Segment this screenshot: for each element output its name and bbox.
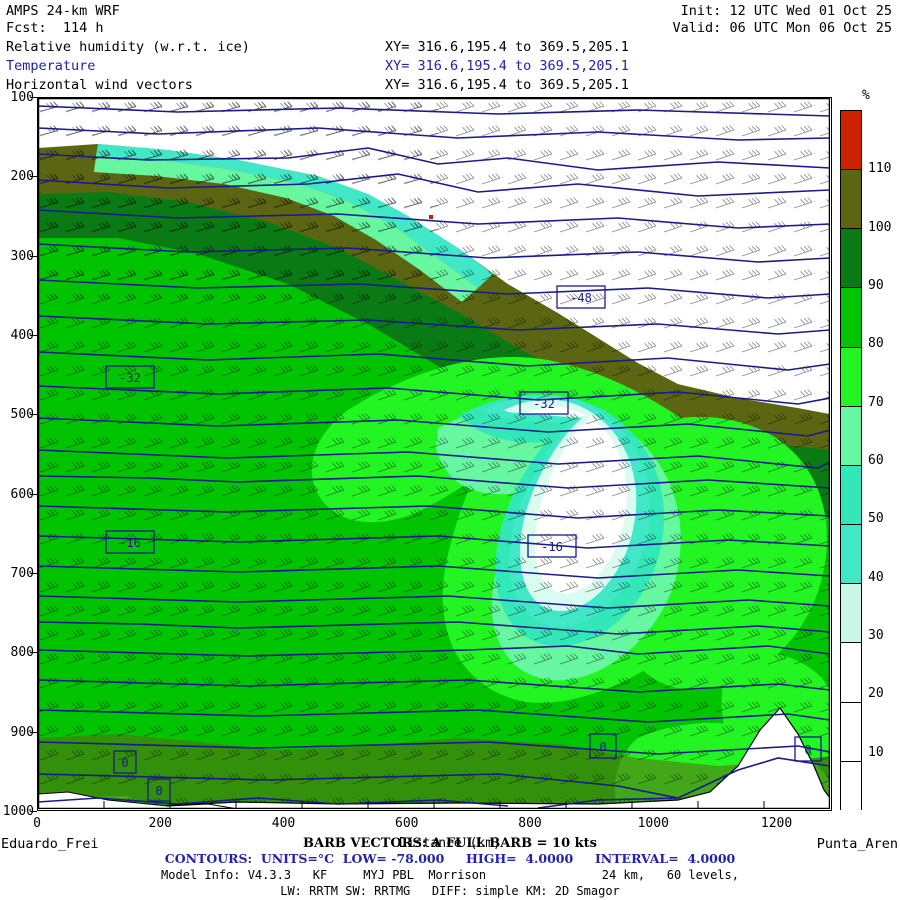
y-tick-label: 800 <box>10 645 34 661</box>
y-tick-label: 600 <box>10 486 34 502</box>
colorbar-tick-label: 70 <box>868 394 884 410</box>
y-tick-mark <box>30 176 37 178</box>
contour-label-text: -16 <box>119 536 141 550</box>
x-axis-title: Distance (km) <box>399 836 501 851</box>
y-tick-label: 700 <box>10 566 34 581</box>
y-tick-label: 400 <box>10 328 34 343</box>
colorbar-band <box>841 288 861 348</box>
y-tick-label: 100 <box>10 90 34 105</box>
contour-label: 0 <box>794 736 822 762</box>
colorbar-band <box>841 525 861 585</box>
contour-label: -16 <box>527 534 577 558</box>
contour-label-text: 0 <box>804 743 811 757</box>
x-tick-label: 800 <box>518 816 542 831</box>
y-tick-mark <box>30 731 37 733</box>
temperature-contours <box>38 105 830 809</box>
y-tick-label: 300 <box>10 248 34 264</box>
y-tick-mark <box>30 255 37 257</box>
y-tick-label: 200 <box>10 169 34 185</box>
colorbar-tick-label: 10 <box>868 744 884 760</box>
contour-label-text: -16 <box>541 540 563 554</box>
colorbar-tick-label: 80 <box>868 336 884 352</box>
forecast-hour: Fcst: 114 h <box>6 20 104 36</box>
wind-barb-field-upper <box>38 98 438 298</box>
y-tick-mark <box>30 97 37 98</box>
model-title: AMPS 24-km WRF <box>6 3 120 19</box>
left-endpoint-label: Eduardo_Frei <box>1 836 99 852</box>
y-tick-mark <box>30 652 37 654</box>
colorbar-band <box>841 702 861 762</box>
contour-label-text: -32 <box>119 371 141 385</box>
contour-info-line: CONTOURS: UNITS=°C LOW= -78.000 HIGH= 4.… <box>164 851 736 866</box>
contour-label: -48 <box>556 285 606 309</box>
colorbar-tick-label: 60 <box>868 453 884 468</box>
y-tick-mark <box>30 811 37 812</box>
contour-label-text: 0 <box>121 756 128 770</box>
colorbar-unit: % <box>862 88 870 103</box>
contour-label-text: -48 <box>570 291 592 305</box>
x-tick-label: 0 <box>33 816 41 831</box>
x-tick-label: 400 <box>271 816 296 831</box>
xy-coords-wind: XY= 316.6,195.4 to 369.5,205.1 <box>385 77 629 93</box>
contour-label: -32 <box>105 365 155 389</box>
x-tick-label: 600 <box>395 816 419 831</box>
colorbar-tick-label: 40 <box>868 569 884 585</box>
x-tick-label: 200 <box>148 816 172 831</box>
colorbar-band <box>841 761 861 820</box>
contour-label: 0 <box>589 733 617 759</box>
contour-label-group: -32 -48 -32 -16 <box>105 285 822 802</box>
model-info-line2: LW: RRTM SW: RRTMG DIFF: simple KM: 2D S… <box>280 884 620 898</box>
xy-coords-temperature: XY= 316.6,195.4 to 369.5,205.1 <box>385 58 629 74</box>
colorbar-band <box>841 584 861 644</box>
marker-dot <box>429 215 433 219</box>
field-label-humidity: Relative humidity (w.r.t. ice) <box>6 39 250 55</box>
right-endpoint-label: Punta_Aren <box>816 836 898 852</box>
y-tick-mark <box>30 335 37 336</box>
contour-label: 0 <box>113 750 137 774</box>
colorbar-band <box>841 465 861 526</box>
y-tick-mark <box>30 573 37 574</box>
contour-label-text: 0 <box>599 740 606 754</box>
init-time: Init: 12 UTC Wed 01 Oct 25 <box>680 3 892 19</box>
contour-label: 0 <box>147 778 171 802</box>
y-tick-label: 1000 <box>2 804 34 819</box>
colorbar-tick-label: 30 <box>868 628 884 643</box>
x-tick-label: 1200 <box>760 816 793 831</box>
colorbar-tick-label: 50 <box>868 511 884 527</box>
contour-label-text: -32 <box>533 397 555 411</box>
colorbar-tick-label: 110 <box>868 161 892 177</box>
x-tick-label: 1000 <box>637 816 669 831</box>
barb-legend-note: BARB VECTORS: A FULL BARB = 10 kts <box>303 836 597 851</box>
colorbar-band <box>841 170 861 230</box>
contour-label: -16 <box>105 530 155 554</box>
colorbar-band <box>841 406 861 466</box>
y-tick-mark <box>30 414 37 416</box>
y-tick-label: 900 <box>10 724 34 740</box>
colorbar-tick-label: 20 <box>868 686 884 702</box>
colorbar-band <box>841 643 861 703</box>
y-tick-mark <box>30 493 37 495</box>
colorbar <box>840 110 862 820</box>
colorbar-band <box>841 229 861 289</box>
xy-coords-humidity: XY= 316.6,195.4 to 369.5,205.1 <box>385 39 629 55</box>
y-tick-label: 500 <box>10 407 34 423</box>
contour-label-text: 0 <box>155 784 162 798</box>
colorbar-band <box>841 347 861 407</box>
colorbar-tick-label: 90 <box>868 278 884 293</box>
cross-section-plot: -32 -48 -32 -16 <box>37 97 832 811</box>
colorbar-band <box>841 111 861 171</box>
colorbar-tick-label: 100 <box>868 219 892 235</box>
valid-time: Valid: 06 UTC Mon 06 Oct 25 <box>672 20 892 36</box>
field-label-temperature: Temperature <box>6 58 96 74</box>
contour-label: -32 <box>519 391 569 415</box>
field-label-wind: Horizontal wind vectors <box>6 77 193 93</box>
model-info-line1: Model Info: V4.3.3 KF MYJ PBL Morrison 2… <box>161 868 739 882</box>
